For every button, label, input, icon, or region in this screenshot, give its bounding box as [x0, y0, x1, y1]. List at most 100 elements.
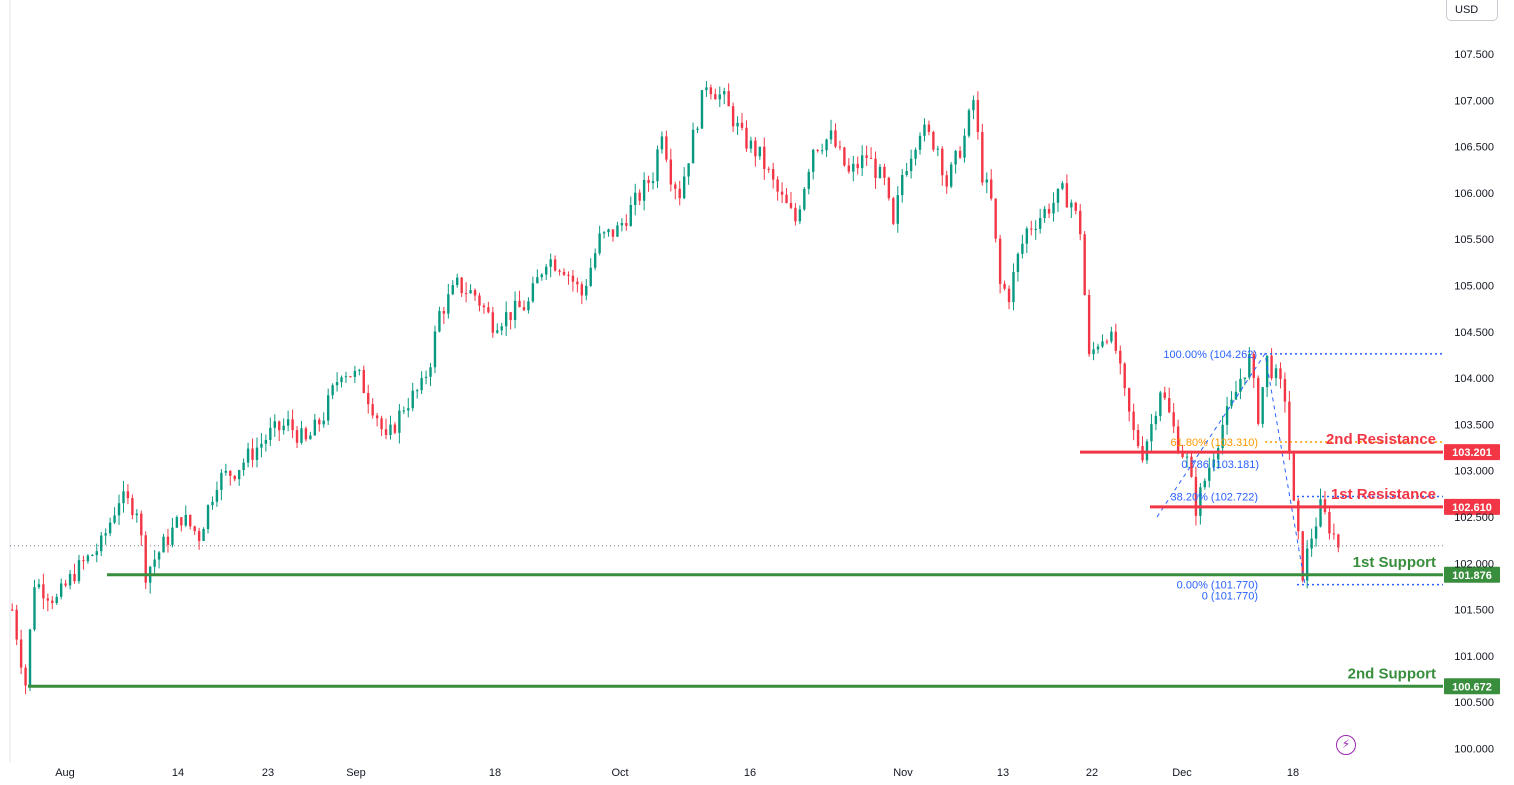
candle-body[interactable]: [407, 408, 410, 411]
candle-body[interactable]: [958, 150, 962, 158]
candle-body[interactable]: [843, 147, 846, 166]
candle-body[interactable]: [727, 91, 730, 107]
candle-body[interactable]: [807, 171, 810, 189]
candle-body[interactable]: [976, 100, 980, 132]
candle-body[interactable]: [1163, 392, 1166, 399]
candle-body[interactable]: [104, 533, 107, 536]
candle-body[interactable]: [812, 149, 815, 172]
candle-body[interactable]: [620, 223, 624, 226]
candle-body[interactable]: [518, 300, 521, 308]
candle-body[interactable]: [634, 192, 637, 206]
candle-body[interactable]: [1030, 228, 1033, 230]
candle-body[interactable]: [1172, 412, 1175, 427]
candle-body[interactable]: [456, 277, 459, 286]
candle-body[interactable]: [883, 166, 886, 178]
candle-body[interactable]: [442, 311, 446, 314]
candle-body[interactable]: [691, 129, 695, 164]
candle-body[interactable]: [981, 131, 984, 183]
candle-body[interactable]: [95, 551, 98, 556]
candle-body[interactable]: [745, 127, 748, 149]
candle-body[interactable]: [411, 390, 414, 409]
candle-body[interactable]: [878, 166, 882, 178]
candle-body[interactable]: [972, 100, 975, 111]
candle-body[interactable]: [1101, 341, 1104, 347]
candle-body[interactable]: [180, 517, 183, 526]
candle-body[interactable]: [349, 376, 352, 378]
candle-body[interactable]: [598, 233, 601, 254]
candle-body[interactable]: [874, 158, 877, 178]
candle-body[interactable]: [954, 150, 957, 165]
candle-body[interactable]: [941, 148, 944, 176]
candle-body[interactable]: [1199, 487, 1202, 516]
candle-body[interactable]: [660, 136, 664, 150]
candle-body[interactable]: [166, 536, 170, 545]
candle-body[interactable]: [184, 514, 187, 526]
candle-body[interactable]: [51, 600, 54, 603]
candle-body[interactable]: [326, 395, 330, 421]
candle-body[interactable]: [108, 522, 112, 534]
candle-body[interactable]: [273, 421, 276, 428]
candle-body[interactable]: [220, 472, 223, 490]
candle-body[interactable]: [709, 87, 713, 95]
candle-body[interactable]: [767, 168, 770, 170]
candle-body[interactable]: [945, 175, 948, 187]
candle-body[interactable]: [193, 526, 196, 532]
candle-body[interactable]: [398, 410, 401, 433]
candle-body[interactable]: [545, 266, 548, 275]
candle-body[interactable]: [451, 285, 454, 295]
candle-body[interactable]: [37, 584, 41, 588]
support-resistance-levels[interactable]: 2nd Resistance 103.201 1st Resistance 102.6…: [10, 431, 1500, 695]
candle-body[interactable]: [353, 370, 357, 377]
candle-body[interactable]: [1021, 243, 1024, 254]
candle-body[interactable]: [1190, 456, 1193, 477]
candle-body[interactable]: [1074, 202, 1077, 211]
candle-body[interactable]: [509, 312, 512, 321]
candle-body[interactable]: [313, 419, 317, 436]
candle-body[interactable]: [887, 177, 891, 199]
candle-body[interactable]: [740, 122, 744, 128]
candle-body[interactable]: [393, 424, 397, 433]
candle-body[interactable]: [162, 536, 165, 553]
candle-body[interactable]: [135, 513, 139, 516]
candle-body[interactable]: [304, 428, 308, 440]
candle-body[interactable]: [33, 587, 36, 630]
candle-body[interactable]: [531, 283, 535, 302]
candle-body[interactable]: [714, 94, 717, 100]
candle-body[interactable]: [144, 535, 147, 583]
candle-body[interactable]: [402, 410, 406, 412]
candle-body[interactable]: [371, 404, 374, 416]
candle-body[interactable]: [758, 146, 762, 157]
candle-body[interactable]: [1110, 331, 1113, 342]
candle-body[interactable]: [340, 377, 343, 383]
candle-body[interactable]: [1154, 415, 1158, 425]
candle-body[interactable]: [131, 498, 134, 516]
candle-body[interactable]: [420, 377, 423, 391]
candle-body[interactable]: [433, 331, 437, 368]
candle-body[interactable]: [491, 312, 495, 333]
candle-body[interactable]: [206, 505, 210, 530]
candle-body[interactable]: [15, 609, 18, 640]
candle-body[interactable]: [892, 198, 895, 224]
candle-body[interactable]: [1221, 424, 1224, 449]
candle-body[interactable]: [522, 307, 526, 311]
candle-body[interactable]: [1150, 424, 1153, 442]
candle-body[interactable]: [1123, 363, 1126, 389]
candle-body[interactable]: [1038, 218, 1042, 229]
candle-body[interactable]: [91, 555, 94, 557]
candle-body[interactable]: [665, 136, 668, 160]
candle-body[interactable]: [1056, 188, 1060, 203]
candle-body[interactable]: [789, 202, 793, 208]
candle-body[interactable]: [696, 128, 699, 130]
currency-selector[interactable]: USD: [1446, 0, 1498, 21]
candle-body[interactable]: [100, 535, 103, 552]
candle-body[interactable]: [1136, 429, 1140, 446]
candle-body[interactable]: [1225, 406, 1229, 425]
candle-body[interactable]: [985, 179, 988, 183]
candle-body[interactable]: [260, 443, 263, 448]
candle-body[interactable]: [269, 427, 272, 441]
candle-body[interactable]: [318, 419, 321, 425]
candle-body[interactable]: [1212, 459, 1215, 468]
candle-body[interactable]: [1176, 426, 1180, 453]
candle-body[interactable]: [68, 573, 72, 586]
